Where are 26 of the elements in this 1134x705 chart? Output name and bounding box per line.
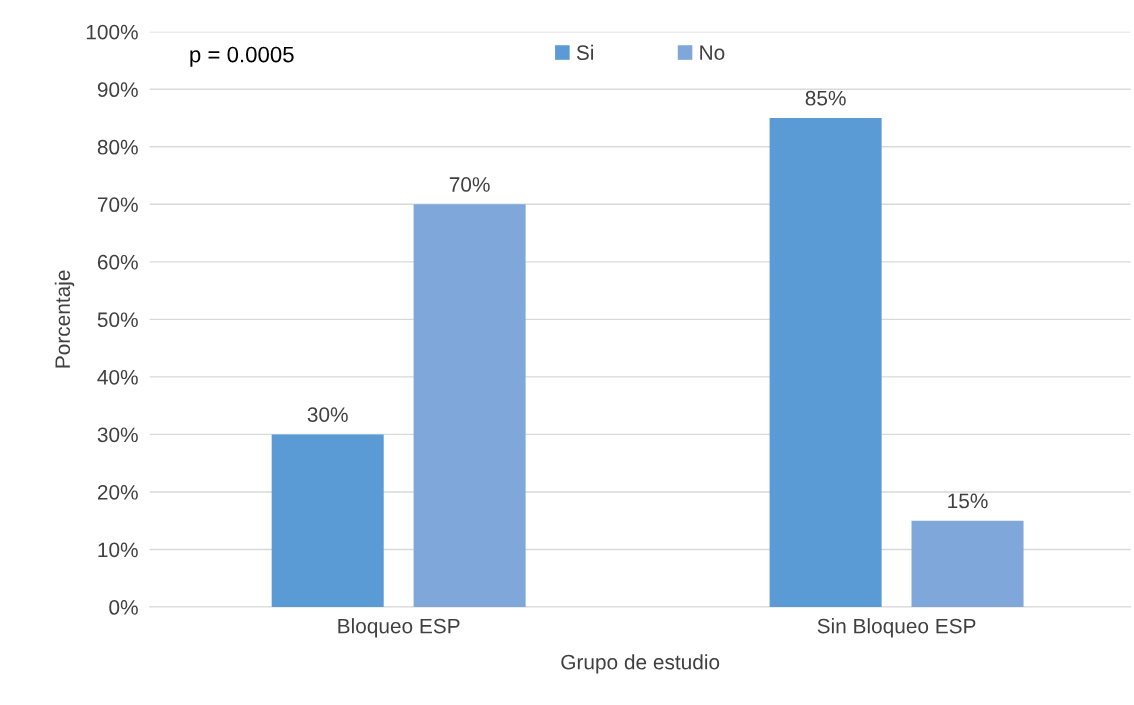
y-tick-label: 40%: [97, 369, 138, 385]
y-tick-label: 50%: [97, 312, 138, 328]
data-label: 30%: [307, 407, 348, 422]
x-tick-label: Sin Bloqueo ESP: [817, 618, 976, 638]
y-tick-label: 0%: [109, 600, 138, 615]
x-tick-label: Bloqueo ESP: [338, 618, 460, 638]
y-tick-label: 10%: [98, 542, 138, 558]
y-tick-label: 60%: [97, 254, 138, 270]
y-tick-label: 20%: [97, 484, 138, 500]
y-tick-label: 100%: [86, 24, 138, 40]
legend-label: Si: [576, 44, 594, 61]
bar: [769, 118, 882, 607]
y-axis-title: Porcentaje: [54, 270, 75, 368]
legend-label: No: [700, 45, 725, 61]
data-label: 85%: [805, 90, 846, 106]
bar: [413, 204, 526, 607]
y-tick-label: 30%: [97, 427, 138, 443]
y-tick-label: 70%: [97, 197, 138, 213]
bar: [911, 520, 1024, 607]
y-tick-label: 90%: [97, 82, 138, 98]
bar: [271, 434, 384, 607]
data-label: 15%: [948, 493, 988, 509]
x-axis-title: Grupo de estudio: [561, 654, 720, 674]
data-label: 70%: [449, 177, 490, 192]
annotation: p = 0.0005: [190, 46, 294, 67]
y-tick-label: 80%: [97, 139, 138, 155]
